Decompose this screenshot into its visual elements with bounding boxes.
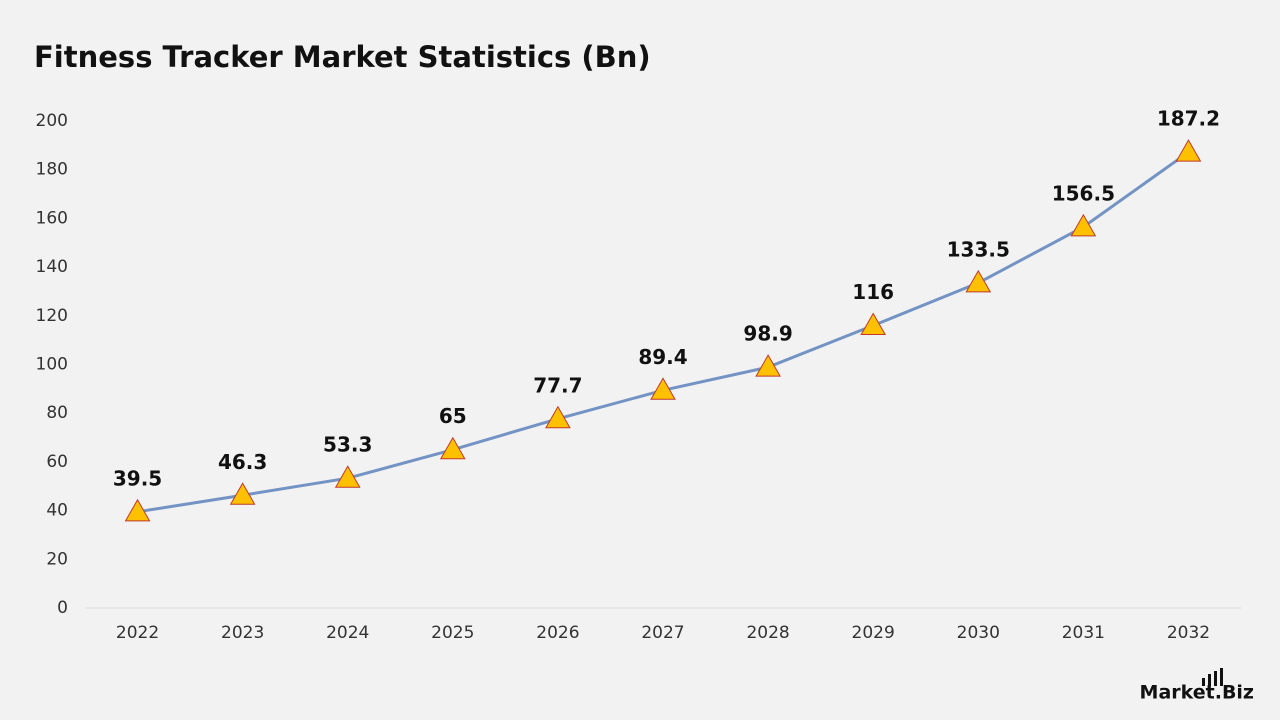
y-tick-label: 140 bbox=[36, 257, 68, 277]
data-label: 98.9 bbox=[743, 322, 792, 346]
triangle-marker bbox=[439, 436, 466, 460]
data-label: 116 bbox=[852, 280, 894, 304]
triangle-marker bbox=[124, 498, 151, 522]
y-tick-label: 60 bbox=[46, 452, 68, 472]
data-label: 65 bbox=[439, 404, 467, 428]
triangle-marker bbox=[334, 465, 361, 488]
y-tick-label: 180 bbox=[36, 160, 68, 180]
y-tick-label: 100 bbox=[36, 355, 68, 375]
logo-bar bbox=[1214, 671, 1217, 686]
x-tick-label: 2031 bbox=[1062, 623, 1105, 643]
data-label: 156.5 bbox=[1052, 181, 1115, 205]
x-tick-label: 2024 bbox=[326, 623, 369, 643]
logo-bar bbox=[1208, 674, 1211, 686]
data-label: 133.5 bbox=[947, 237, 1010, 261]
logo-bar bbox=[1202, 678, 1205, 686]
triangle-marker bbox=[545, 405, 571, 429]
x-tick-label: 2022 bbox=[116, 623, 159, 643]
data-label: 53.3 bbox=[323, 433, 372, 457]
x-tick-label: 2027 bbox=[641, 623, 684, 643]
y-tick-label: 160 bbox=[36, 208, 68, 228]
triangle-marker bbox=[1175, 139, 1202, 162]
data-label: 46.3 bbox=[218, 450, 267, 474]
y-tick-label: 20 bbox=[46, 549, 68, 569]
y-tick-label: 200 bbox=[36, 111, 68, 131]
x-tick-label: 2025 bbox=[431, 623, 474, 643]
x-tick-label: 2026 bbox=[536, 623, 579, 643]
x-tick-label: 2028 bbox=[746, 623, 789, 643]
y-tick-label: 0 bbox=[57, 598, 68, 618]
brand-text: Market.Biz bbox=[1140, 682, 1254, 704]
x-tick-label: 2029 bbox=[852, 623, 895, 643]
x-tick-label: 2030 bbox=[957, 623, 1000, 643]
triangle-marker bbox=[1070, 213, 1097, 237]
data-label: 77.7 bbox=[533, 373, 582, 397]
chart-title: Fitness Tracker Market Statistics (Bn) bbox=[34, 40, 651, 74]
triangle-marker bbox=[229, 482, 256, 505]
x-tick-label: 2023 bbox=[221, 623, 264, 643]
data-label: 187.2 bbox=[1157, 107, 1220, 131]
x-tick-label: 2032 bbox=[1167, 623, 1210, 643]
brand-logo: Market.Biz bbox=[1140, 668, 1254, 704]
y-tick-label: 40 bbox=[46, 501, 68, 521]
triangle-marker bbox=[965, 269, 992, 293]
triangle-marker bbox=[860, 312, 887, 336]
data-label: 39.5 bbox=[113, 466, 162, 490]
data-label: 89.4 bbox=[638, 345, 687, 369]
triangle-marker bbox=[755, 354, 781, 377]
y-tick-label: 80 bbox=[46, 403, 68, 423]
y-tick-label: 120 bbox=[36, 306, 68, 326]
logo-bar bbox=[1220, 668, 1223, 686]
triangle-marker bbox=[650, 377, 676, 400]
